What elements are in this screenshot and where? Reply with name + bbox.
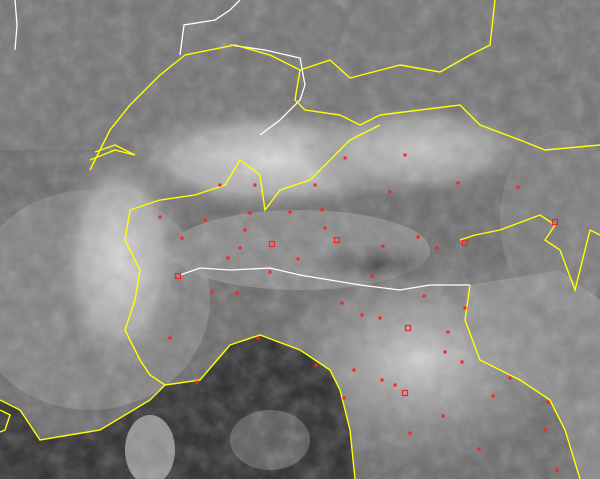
station-marker xyxy=(543,428,547,432)
station-marker xyxy=(460,360,464,364)
station-marker xyxy=(323,226,327,230)
station-marker xyxy=(370,274,374,278)
station-marker xyxy=(416,235,420,239)
station-marker xyxy=(268,270,272,274)
station-marker xyxy=(296,257,300,261)
station-marker xyxy=(195,380,199,384)
station-marker xyxy=(343,156,347,160)
station-marker xyxy=(551,218,559,226)
station-marker xyxy=(360,313,364,317)
station-marker xyxy=(404,324,412,332)
station-marker xyxy=(463,306,467,310)
station-marker xyxy=(320,208,324,212)
station-marker xyxy=(422,294,426,298)
station-marker xyxy=(546,400,550,404)
station-marker xyxy=(378,316,382,320)
station-marker xyxy=(314,363,318,367)
station-marker xyxy=(388,190,392,194)
station-marker xyxy=(180,236,184,240)
station-marker xyxy=(393,383,397,387)
station-marker xyxy=(456,181,460,185)
station-marker xyxy=(441,414,445,418)
regional-borders xyxy=(14,0,470,291)
station-marker xyxy=(253,183,257,187)
station-marker xyxy=(380,378,384,382)
station-marker xyxy=(555,468,559,472)
station-marker xyxy=(401,389,409,397)
station-marker xyxy=(238,246,242,250)
station-marker xyxy=(446,330,450,334)
station-marker xyxy=(403,153,407,157)
station-marker xyxy=(342,396,346,400)
station-marker xyxy=(313,183,317,187)
station-marker xyxy=(491,394,495,398)
station-marker xyxy=(352,368,356,372)
station-marker xyxy=(158,215,162,219)
station-markers xyxy=(158,153,559,472)
station-marker xyxy=(340,301,344,305)
station-marker xyxy=(477,447,481,451)
station-marker xyxy=(508,376,512,380)
station-marker xyxy=(381,244,385,248)
station-marker xyxy=(210,290,214,294)
station-marker xyxy=(235,291,239,295)
station-marker xyxy=(268,240,276,248)
station-marker xyxy=(461,239,469,247)
station-marker xyxy=(408,431,412,435)
station-marker xyxy=(248,211,252,215)
station-marker xyxy=(174,272,182,280)
station-marker xyxy=(243,228,247,232)
station-marker xyxy=(288,210,292,214)
station-marker xyxy=(226,256,230,260)
station-marker xyxy=(168,336,172,340)
station-marker xyxy=(203,218,207,222)
station-marker xyxy=(218,183,222,187)
station-marker xyxy=(333,236,341,244)
station-marker xyxy=(443,350,447,354)
station-marker xyxy=(516,185,520,189)
station-marker xyxy=(256,336,260,340)
station-marker xyxy=(435,246,439,250)
